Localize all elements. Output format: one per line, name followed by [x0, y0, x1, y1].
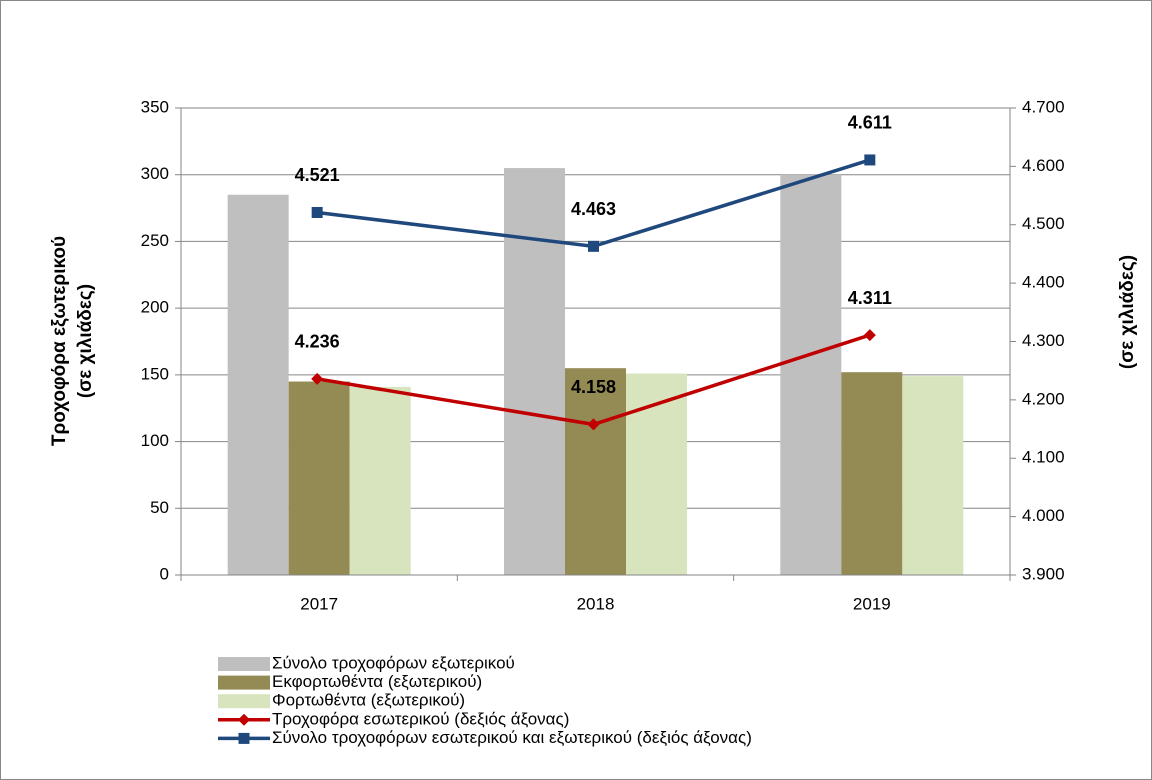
y2-tick-label: 4.400: [1022, 273, 1065, 292]
y-tick-label: 200: [141, 298, 169, 317]
legend-label: Φορτωθέντα (εξωτερικού): [272, 691, 465, 710]
y2-tick-label: 4.300: [1022, 331, 1065, 350]
legend-label: Σύνολο τροχοφόρων εσωτερικού και εξωτερι…: [272, 728, 752, 747]
bar: [780, 174, 842, 575]
y2-tick-label: 4.600: [1022, 156, 1065, 175]
bar: [902, 376, 964, 575]
y2-tick-label: 4.200: [1022, 389, 1065, 408]
bar: [565, 368, 626, 575]
y2-tick-label: 4.500: [1022, 214, 1065, 233]
bar: [504, 168, 565, 576]
data-label: 4.463: [571, 199, 616, 219]
legend-item: Φορτωθέντα (εξωτερικού): [218, 691, 465, 710]
marker: [864, 154, 876, 166]
y2-tick-label: 3.900: [1022, 564, 1065, 583]
y-tick-label: 350: [141, 97, 169, 116]
y-axis-title-line: Τροχοφόρα εξωτερικού: [49, 236, 70, 446]
marker: [238, 732, 250, 744]
x-tick-label: 2017: [300, 594, 338, 613]
y-tick-label: 250: [141, 231, 169, 250]
bar: [227, 194, 289, 575]
data-label: 4.521: [295, 165, 340, 185]
legend-item: Τροχοφόρα εσωτερικού (δεξιός άξονας): [218, 709, 569, 728]
legend-swatch: [218, 657, 270, 671]
y2-axis-title: (σε χιλιάδες): [1117, 255, 1138, 369]
legend-item: Σύνολο τροχοφόρων εξωτερικού: [218, 653, 515, 672]
y-axis-title: Τροχοφόρα εξωτερικού (σε χιλιάδες): [49, 236, 96, 446]
marker: [588, 240, 599, 252]
data-label: 4.158: [571, 377, 616, 397]
data-label: 4.311: [848, 288, 892, 308]
legend-label: Σύνολο τροχοφόρων εξωτερικού: [272, 653, 515, 672]
legend-swatch: [218, 694, 270, 709]
marker: [311, 372, 324, 385]
legend-swatch: [218, 675, 270, 690]
x-tick-label: 2019: [853, 594, 891, 613]
legend-item: Εκφορτωθέντα (εξωτερικού): [218, 672, 482, 691]
y2-tick-label: 4.700: [1022, 97, 1065, 116]
marker: [311, 206, 323, 218]
legend-item: Σύνολο τροχοφόρων εσωτερικού και εξωτερι…: [218, 728, 752, 747]
y2-tick-label: 4.100: [1022, 448, 1065, 467]
y-tick-label: 100: [141, 431, 169, 450]
bar: [626, 373, 687, 575]
marker: [238, 713, 250, 726]
marker: [863, 329, 876, 342]
legend-label: Εκφορτωθέντα (εξωτερικού): [272, 672, 482, 691]
y-tick-label: 300: [141, 164, 169, 183]
marker: [587, 418, 600, 431]
y-tick-label: 0: [160, 564, 169, 583]
data-label: 4.236: [295, 332, 340, 352]
data-label: 4.611: [848, 113, 892, 133]
bar: [841, 372, 903, 575]
y-tick-label: 50: [150, 498, 169, 517]
y-tick-label: 150: [141, 364, 169, 383]
y-axis-title-line: (σε χιλιάδες): [75, 284, 96, 398]
legend-label: Τροχοφόρα εσωτερικού (δεξιός άξονας): [272, 709, 569, 728]
bar: [288, 381, 350, 575]
y2-tick-label: 4.000: [1022, 506, 1065, 525]
bar: [349, 386, 411, 575]
x-tick-label: 2018: [577, 594, 615, 613]
